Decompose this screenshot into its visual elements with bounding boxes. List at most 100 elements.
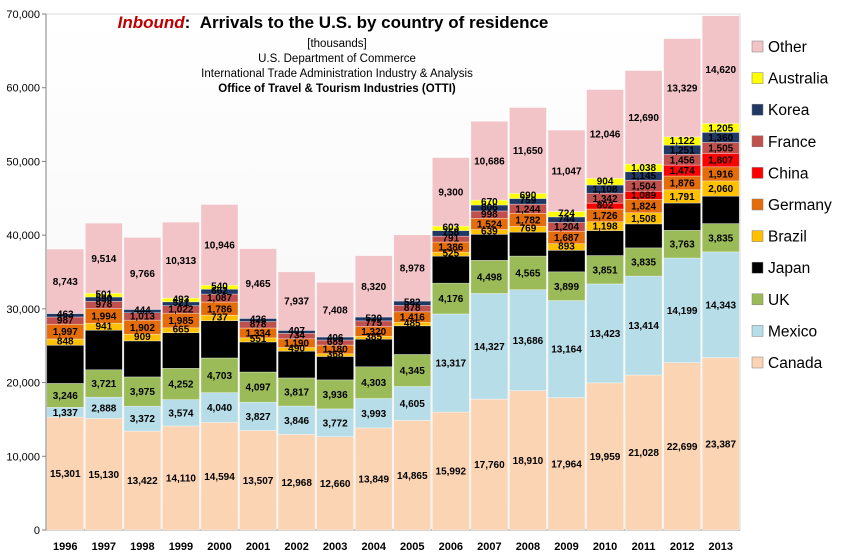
bar-segment-uk (624, 247, 663, 277)
data-label-australia: 493 (173, 294, 190, 305)
legend-swatch-other (751, 40, 764, 53)
data-label-germany: 1,190 (284, 339, 309, 350)
data-label-mexico: 13,317 (436, 359, 467, 370)
bar-segment-japan (46, 344, 85, 384)
data-label-france: 987 (57, 315, 74, 326)
data-label-other: 13,329 (667, 83, 698, 94)
data-label-mexico: 13,414 (628, 321, 659, 332)
data-label-france: 1,013 (130, 311, 155, 322)
data-label-australia: 540 (211, 282, 228, 293)
subtitle-administration: International Trade Administration Indus… (201, 68, 473, 80)
data-label-other: 14,620 (705, 65, 736, 76)
bar-segment-uk (123, 376, 162, 407)
bar-segment-uk (354, 366, 393, 399)
data-label-korea: 444 (134, 305, 151, 316)
data-label-japan: 3,627 (284, 360, 309, 371)
data-label-other: 12,046 (590, 130, 621, 141)
legend-label-china: China (768, 165, 809, 182)
data-label-australia: 690 (520, 190, 537, 201)
data-label-mexico: 3,772 (323, 418, 348, 429)
x-tick-label: 2005 (400, 541, 424, 553)
data-label-australia: 501 (95, 289, 112, 300)
data-label-australia: 1,205 (708, 123, 733, 134)
data-label-brazil: 848 (57, 337, 74, 348)
data-label-uk: 4,097 (246, 383, 271, 394)
bar-segment-mexico (393, 386, 432, 421)
data-label-canada: 13,507 (243, 476, 274, 487)
data-label-other: 8,743 (53, 277, 78, 288)
data-label-other: 9,766 (130, 269, 155, 280)
data-label-japan: 3,698 (670, 212, 695, 223)
data-label-japan: 4,826 (168, 346, 193, 357)
data-label-germany: 1,524 (477, 220, 502, 231)
bar-segment-other (354, 255, 393, 318)
chart-title: Inbound: Arrivals to the U.S. by country… (118, 13, 549, 32)
bar-segment-uk (277, 377, 316, 407)
data-label-canada: 12,968 (281, 478, 312, 489)
data-label-canada: 17,760 (474, 460, 505, 471)
data-label-korea: 662 (211, 286, 228, 297)
data-label-canada: 18,910 (513, 456, 544, 467)
legend: Other Australia Korea France China Germany Bra… (751, 39, 832, 372)
x-tick-label: 2004 (361, 541, 386, 553)
data-label-mexico: 3,827 (246, 412, 271, 423)
legend-swatch-mexico (751, 325, 764, 337)
data-label-brazil: 941 (95, 321, 112, 332)
bar-segment-canada (547, 397, 586, 531)
y-tick-label: 50,000 (6, 156, 40, 168)
data-label-brazil: 525 (442, 248, 459, 259)
data-label-australia: 603 (442, 223, 459, 234)
bar-segment-other (547, 129, 586, 212)
x-tick-label: 1996 (53, 541, 77, 553)
data-label-germany: 1,985 (168, 316, 193, 327)
legend-label-germany: Germany (768, 197, 832, 214)
data-label-brazil: 368 (327, 349, 344, 360)
data-label-germany: 1,916 (708, 169, 733, 180)
data-label-canada: 14,110 (166, 474, 196, 485)
data-label-france: 1,022 (168, 304, 193, 315)
data-label-germany: 1,994 (91, 311, 116, 322)
data-label-other: 11,650 (513, 146, 543, 157)
data-label-uk: 3,835 (708, 233, 733, 244)
legend-label-brazil: Brazil (768, 229, 807, 246)
data-label-uk: 3,936 (323, 390, 348, 401)
bar-segment-other (432, 157, 470, 227)
data-label-japan: 5,183 (53, 360, 78, 371)
data-label-japan: 3,250 (631, 231, 656, 242)
bar-segment-canada (586, 382, 624, 531)
data-label-uk: 3,763 (670, 240, 695, 251)
bar-segment-mexico (316, 408, 354, 437)
data-label-china: 1,474 (670, 166, 695, 177)
data-label-other: 9,300 (438, 187, 463, 198)
bar-segment-uk (509, 255, 547, 291)
data-label-japan: 3,884 (400, 336, 425, 347)
y-tick-label: 60,000 (6, 83, 40, 95)
bar-segment-uk (663, 229, 701, 259)
bar-segment-other (509, 107, 547, 194)
legend-swatch-brazil (751, 230, 764, 242)
x-tick-label: 2011 (632, 541, 656, 553)
data-label-germany: 1,180 (323, 345, 348, 356)
bar-segment-japan (277, 350, 316, 379)
data-label-canada: 15,992 (436, 467, 467, 478)
data-label-mexico: 3,574 (168, 408, 193, 419)
x-tick-label: 2009 (554, 541, 578, 553)
bar-segment-other (586, 89, 624, 179)
bar-segment-mexico (624, 275, 663, 376)
data-label-korea: 406 (327, 333, 344, 344)
bar-segment-japan (354, 338, 393, 368)
x-tick-label: 2013 (708, 541, 732, 553)
data-label-brazil: 490 (288, 344, 305, 355)
data-label-japan: 5,368 (91, 346, 116, 357)
legend-swatch-australia (751, 72, 764, 84)
legend-swatch-japan (751, 261, 764, 274)
bar-segment-uk (701, 223, 740, 253)
data-label-uk: 3,721 (91, 379, 116, 390)
data-label-other: 10,686 (474, 156, 505, 167)
data-label-canada: 23,387 (705, 439, 736, 450)
data-label-france: 1,505 (708, 144, 733, 155)
data-label-germany: 1,334 (246, 329, 271, 340)
x-tick-label: 1999 (169, 541, 193, 553)
data-label-australia: 670 (481, 197, 498, 208)
bar-segment-other (200, 204, 239, 286)
